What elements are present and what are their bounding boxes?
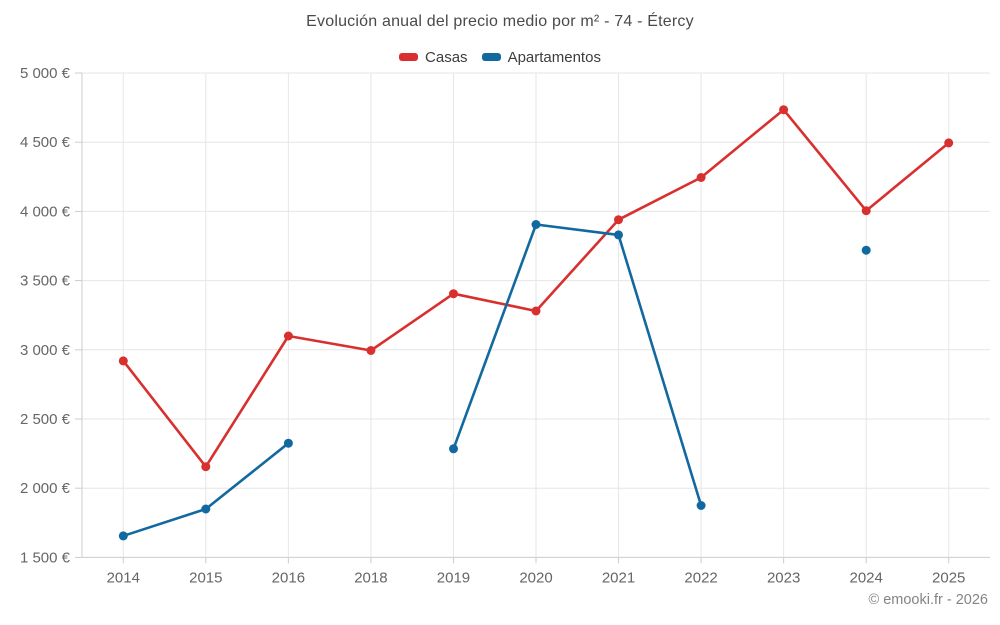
x-axis-label: 2020 — [519, 569, 552, 586]
apartamentos-point-2016[interactable] — [284, 439, 293, 448]
apartamentos-point-2024[interactable] — [862, 246, 871, 255]
casas-point-2016[interactable] — [284, 332, 293, 341]
casas-point-2024[interactable] — [862, 206, 871, 215]
apartamentos-point-2015[interactable] — [201, 505, 210, 514]
apartamentos-point-2021[interactable] — [614, 230, 623, 239]
casas-point-2019[interactable] — [449, 289, 458, 298]
y-axis-label: 4 500 € — [20, 134, 71, 151]
apartamentos-line — [123, 225, 866, 536]
apartamentos-point-2020[interactable] — [532, 220, 541, 229]
casas-point-2015[interactable] — [201, 462, 210, 471]
apartamentos-point-2022[interactable] — [697, 501, 706, 510]
watermark-credit: © emooki.fr - 2026 — [869, 592, 988, 608]
y-axis-label: 2 500 € — [20, 411, 71, 428]
x-axis-label: 2023 — [767, 569, 800, 586]
x-axis-label: 2024 — [849, 569, 882, 586]
casas-point-2021[interactable] — [614, 215, 623, 224]
apartamentos-point-2019[interactable] — [449, 444, 458, 453]
apartamentos-point-2014[interactable] — [119, 531, 128, 540]
x-axis-label: 2018 — [354, 569, 387, 586]
casas-point-2020[interactable] — [532, 307, 541, 316]
casas-point-2018[interactable] — [366, 346, 375, 355]
x-axis-label: 2022 — [684, 569, 717, 586]
x-axis-label: 2021 — [602, 569, 635, 586]
x-axis-label: 2016 — [272, 569, 305, 586]
x-axis-label: 2025 — [932, 569, 965, 586]
casas-point-2014[interactable] — [119, 356, 128, 365]
x-axis-label: 2014 — [107, 569, 140, 586]
y-axis-label: 3 000 € — [20, 342, 71, 359]
casas-point-2023[interactable] — [779, 105, 788, 114]
x-axis-label: 2019 — [437, 569, 470, 586]
casas-point-2022[interactable] — [697, 173, 706, 182]
chart-container: Evolución anual del precio medio por m² … — [0, 0, 1000, 625]
y-axis-label: 1 500 € — [20, 549, 71, 566]
x-axis-label: 2015 — [189, 569, 222, 586]
y-axis-label: 5 000 € — [20, 65, 71, 82]
plot-area: 1 500 € 2 000 € 2 500 € 3 000 € 3 500 € 4 000… — [0, 0, 1000, 625]
y-axis-label: 3 500 € — [20, 273, 71, 290]
casas-point-2025[interactable] — [944, 138, 953, 147]
y-axis-label: 4 000 € — [20, 203, 71, 220]
y-axis-label: 2 000 € — [20, 480, 71, 497]
